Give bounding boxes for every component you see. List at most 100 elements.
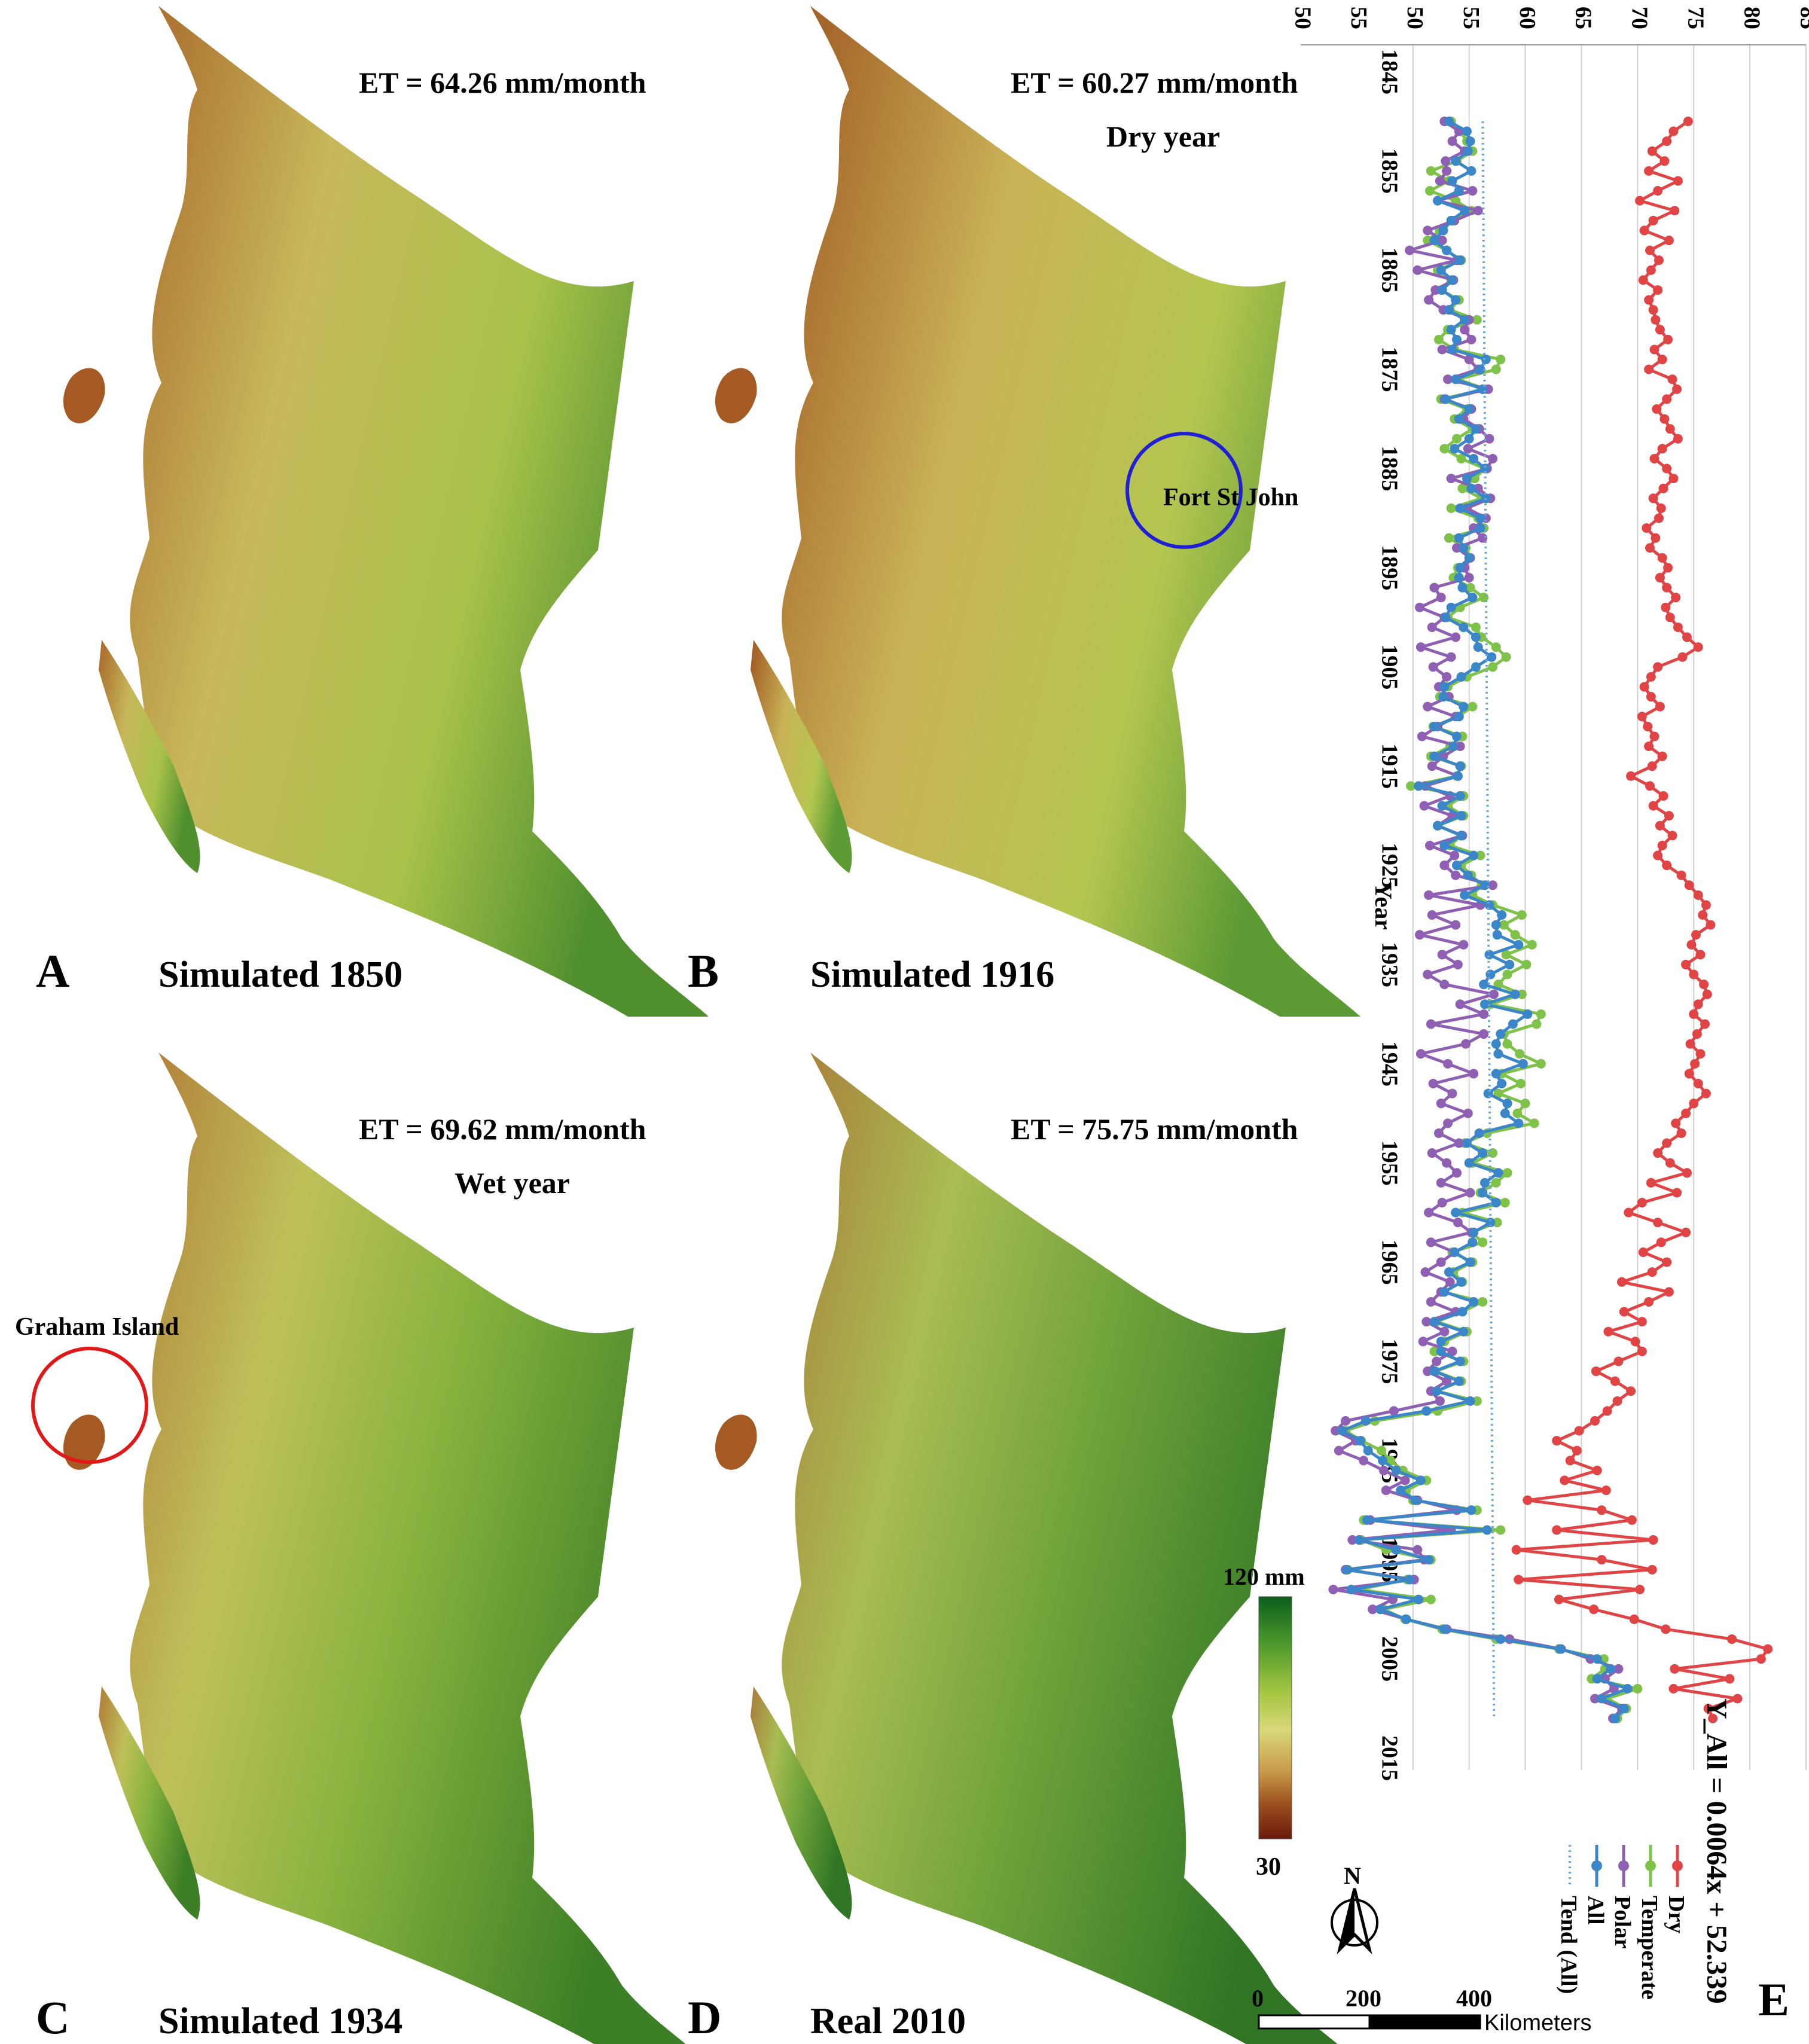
data-point [1446,325,1456,335]
data-point [1478,384,1488,394]
panel-title: Simulated 1934 [158,2001,402,2042]
data-point [1456,811,1466,821]
data-point [1360,1416,1371,1426]
data-point [1465,1396,1475,1406]
data-point [1565,1456,1575,1466]
year-tick-label: 1865 [1377,248,1402,293]
trend-equation: Y_All = 0.0064x + 52.339 [1701,1698,1732,2004]
data-point [1444,533,1454,543]
data-point [1468,701,1478,712]
data-point [1527,939,1537,950]
data-point [1659,414,1670,424]
data-point [1420,1267,1430,1277]
data-point [1518,1058,1528,1069]
data-point [1665,424,1675,434]
value-tick-label: 85 [1795,7,1809,29]
data-point [1450,444,1460,454]
data-point [1658,483,1668,493]
data-point [1653,186,1663,196]
value-tick-label: 50 [1290,7,1315,29]
chart-legend-label: Temperate [1637,1896,1662,2000]
data-point [1667,374,1677,385]
data-point [1592,1674,1602,1684]
chart-legend-marker [1591,1860,1602,1871]
scale-segment-white [1258,2014,1371,2030]
data-point [1484,950,1494,960]
data-point [1438,692,1448,702]
data-point [1501,950,1511,960]
data-point [1435,176,1445,186]
data-point [1664,811,1674,821]
north-label: N [1344,1862,1361,1889]
data-point [1644,166,1654,176]
data-point [1698,910,1708,920]
data-point [1690,1058,1700,1069]
data-point [1405,1575,1415,1585]
data-point [1552,1436,1562,1446]
data-point [1508,1019,1518,1029]
data-point [1436,1099,1446,1109]
data-point [1622,1683,1633,1694]
data-point [1479,999,1490,1009]
data-point [1451,1207,1461,1218]
data-point [1653,285,1663,295]
data-point [1442,672,1452,682]
data-point [1433,820,1443,831]
data-point [1488,662,1498,672]
data-point [1700,1019,1710,1029]
data-point [1673,622,1683,632]
chart-legend-marker [1645,1860,1656,1871]
data-point [1421,1317,1432,1327]
data-point [1701,1088,1711,1099]
data-point [1441,612,1451,623]
data-point [1517,910,1527,920]
data-point [1638,275,1648,285]
data-point [1725,1674,1735,1684]
data-point [1469,1227,1479,1237]
data-point [1647,146,1657,156]
data-point [1456,1277,1466,1287]
data-point [1454,712,1464,722]
year-tick-label: 2015 [1377,1735,1402,1781]
data-point [1461,1039,1471,1049]
et-value-label: ET = 60.27 mm/month [1011,66,1298,99]
data-point [1466,334,1477,344]
data-point [1444,1267,1454,1277]
data-point [1441,156,1451,166]
data-point [1439,980,1450,990]
data-point [1454,1376,1464,1386]
data-point [1451,632,1461,642]
chart-legend-label: Tend (All) [1556,1896,1581,1994]
data-point [1447,1346,1457,1356]
data-point [1601,1485,1611,1496]
chart-legend-label: Polar [1610,1896,1635,1949]
data-point [1463,1108,1473,1118]
north-arrow: N [1331,1862,1378,1955]
data-point [1649,731,1659,742]
data-point [1433,1128,1444,1138]
data-point [1450,1247,1460,1257]
data-point [1465,136,1475,147]
data-point [1667,831,1677,841]
value-tick-label: 80 [1739,7,1764,29]
data-point [1665,612,1675,623]
data-point [1437,236,1447,245]
data-point [1468,186,1478,196]
data-point [1439,1326,1450,1337]
data-point [1423,1366,1433,1377]
data-point [1702,989,1712,999]
highlight-circle [1125,432,1243,549]
et-value-label: ET = 64.26 mm/month [359,66,646,99]
year-tick-label: 1935 [1377,942,1402,987]
data-point [1610,1376,1620,1386]
data-point [1442,1118,1453,1128]
data-point [1475,513,1485,523]
data-point [1427,622,1437,632]
data-point [1668,1683,1679,1694]
data-point [1663,563,1673,573]
data-point [1473,642,1483,652]
data-point [1662,136,1672,147]
year-tick-label: 2005 [1377,1636,1402,1682]
